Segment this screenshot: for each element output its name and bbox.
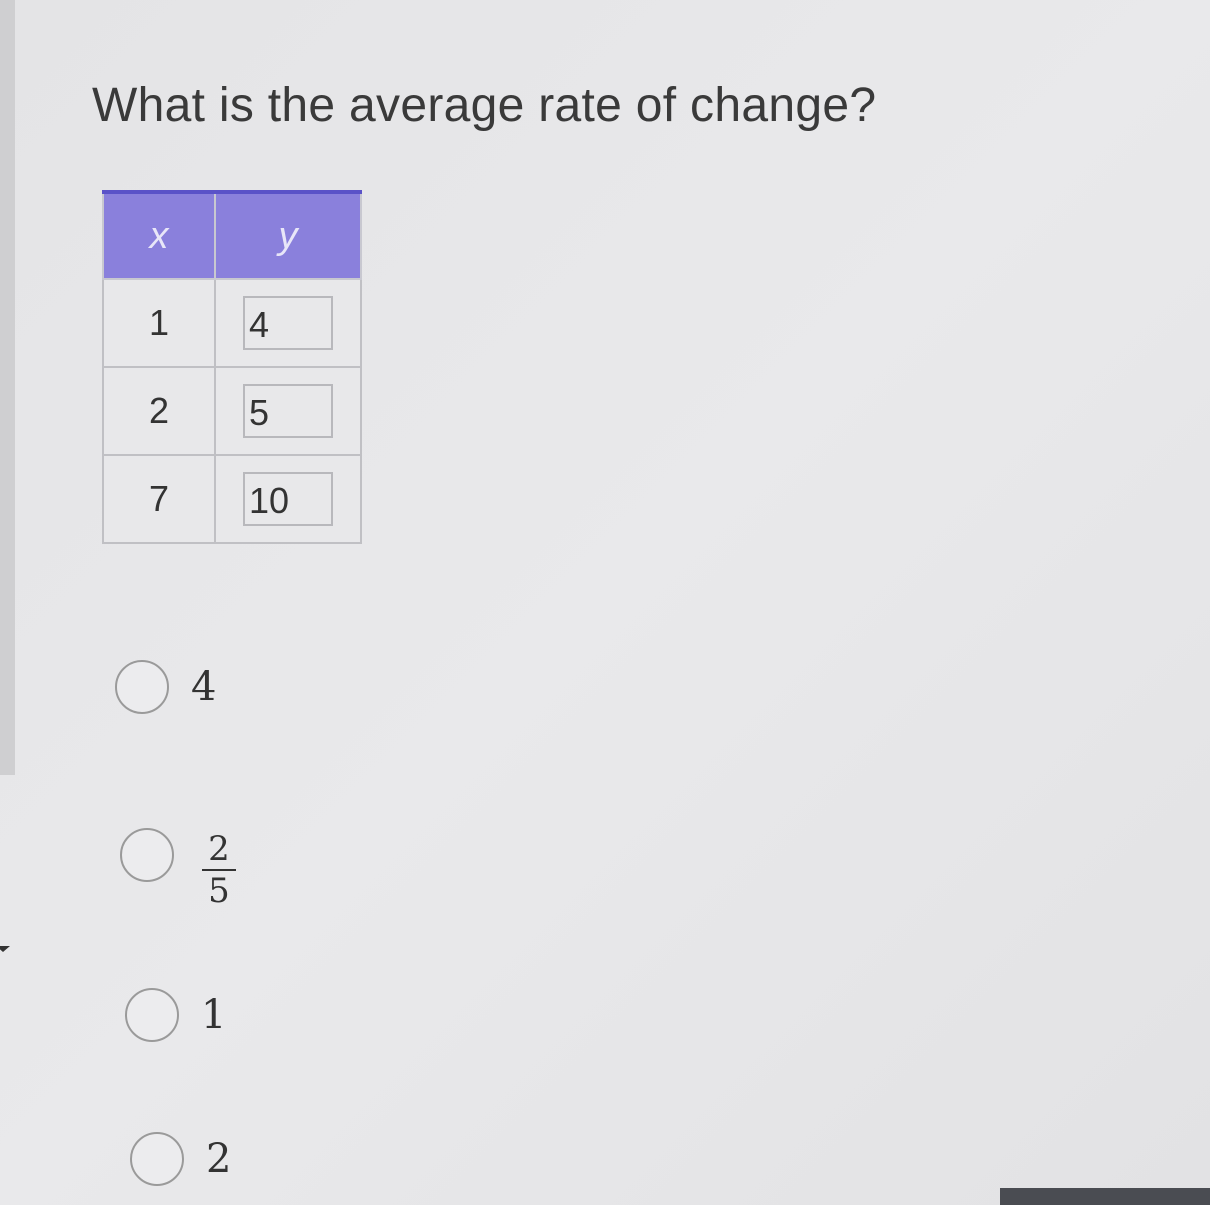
- fraction-bar: [202, 869, 236, 871]
- cell-x: 2: [102, 366, 216, 456]
- option-2[interactable]: 2: [130, 1132, 231, 1186]
- radio-button[interactable]: [130, 1132, 184, 1186]
- option-label: 1: [201, 992, 227, 1038]
- option-label: 4: [191, 664, 217, 710]
- option-2-5[interactable]: 2 5: [120, 800, 236, 910]
- denominator: 5: [208, 871, 230, 911]
- cell-y: 10: [214, 454, 362, 544]
- y-value-box: 4: [243, 296, 333, 350]
- cell-x: 1: [102, 278, 216, 368]
- side-panel-edge: [0, 0, 15, 775]
- option-fraction: 2 5: [202, 830, 236, 910]
- option-label: 2: [206, 1136, 232, 1182]
- radio-button[interactable]: [120, 828, 174, 882]
- table-row: 2 5: [102, 366, 362, 456]
- y-value-box: 10: [243, 472, 333, 526]
- cell-x: 7: [102, 454, 216, 544]
- option-4[interactable]: 4: [115, 660, 216, 714]
- taskbar-edge: [1000, 1188, 1210, 1205]
- numerator: 2: [208, 829, 230, 869]
- radio-button[interactable]: [115, 660, 169, 714]
- dropdown-arrow-icon[interactable]: [0, 946, 10, 952]
- cell-y: 4: [214, 278, 362, 368]
- radio-button[interactable]: [125, 988, 179, 1042]
- question-text: What is the average rate of change?: [92, 79, 877, 132]
- header-y: y: [214, 191, 362, 280]
- table-row: 1 4: [102, 278, 362, 368]
- option-1[interactable]: 1: [125, 988, 226, 1042]
- cell-y: 5: [214, 366, 362, 456]
- xy-table: x y 1 4 2 5 7 10: [102, 190, 362, 544]
- table-header-row: x y: [102, 191, 362, 280]
- table-row: 7 10: [102, 454, 362, 544]
- y-value-box: 5: [243, 384, 333, 438]
- header-x: x: [102, 191, 216, 280]
